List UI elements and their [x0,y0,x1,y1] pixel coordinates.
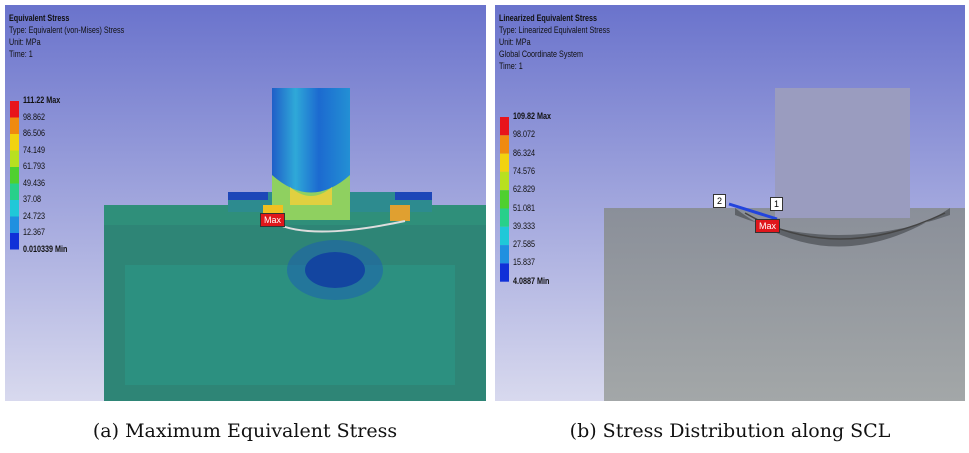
legend-label: 51.081 [513,203,535,213]
legend-label: 74.149 [23,145,45,155]
legend-swatch [10,200,19,217]
probe-marker: 2 [713,194,726,208]
legend-label: 74.576 [513,166,535,176]
legend-label: 27.585 [513,239,535,249]
legend-label: 39.333 [513,221,535,231]
legend-swatch [500,172,509,190]
legend-label: 86.506 [23,128,45,138]
result-title: Linearized Equivalent Stress [499,13,597,23]
header-line: Time: 1 [9,49,33,59]
legend-swatch [500,263,509,281]
legend-swatch [10,184,19,201]
model-view [495,5,965,401]
probe-marker: Max [260,213,285,227]
legend-label: 61.793 [23,161,45,171]
legend-swatch [10,134,19,151]
header-line: Unit: MPa [9,37,41,47]
legend-swatch [500,227,509,245]
legend-label: 62.829 [513,184,535,194]
header-line: Time: 1 [499,61,523,71]
legend-label: 109.82 Max [513,111,551,121]
legend-label: 98.862 [23,112,45,122]
legend-swatch [500,154,509,172]
legend-label: 15.837 [513,257,535,267]
legend-swatch [500,190,509,208]
legend-label: 49.436 [23,178,45,188]
figure-caption: (b) Stress Distribution along SCL [570,420,891,442]
legend-swatch [500,135,509,153]
legend-label: 37.08 [23,194,41,204]
legend-label: 24.723 [23,211,45,221]
probe-marker: Max [755,219,780,233]
legend-label: 111.22 Max [23,95,60,105]
header-line: Type: Linearized Equivalent Stress [499,25,610,35]
legend-label: 0.010339 Min [23,244,67,254]
legend-label: 12.367 [23,227,45,237]
legend-swatch [10,118,19,135]
panel: Linearized Equivalent Stress Type: Linear… [495,5,965,401]
result-title: Equivalent Stress [9,13,69,23]
header-line: Type: Equivalent (von-Mises) Stress [9,25,124,35]
legend-swatch [10,217,19,234]
figure-caption: (a) Maximum Equivalent Stress [93,420,397,442]
legend-swatch [10,101,19,118]
header-line: Unit: MPa [499,37,531,47]
legend-swatch [500,209,509,227]
legend-swatch [500,117,509,135]
legend-swatch [10,167,19,184]
legend-label: 86.324 [513,148,535,158]
probe-marker: 1 [770,197,783,211]
legend-label: 98.072 [513,129,535,139]
legend-swatch [10,151,19,168]
legend-swatch [10,233,19,250]
model-view [5,5,486,401]
panel: Equivalent Stress Type: Equivalent (von-M… [5,5,486,401]
header-line: Global Coordinate System [499,49,583,59]
figure: Equivalent Stress Type: Equivalent (von-M… [0,0,969,453]
legend-label: 4.0887 Min [513,276,549,286]
legend-swatch [500,245,509,263]
